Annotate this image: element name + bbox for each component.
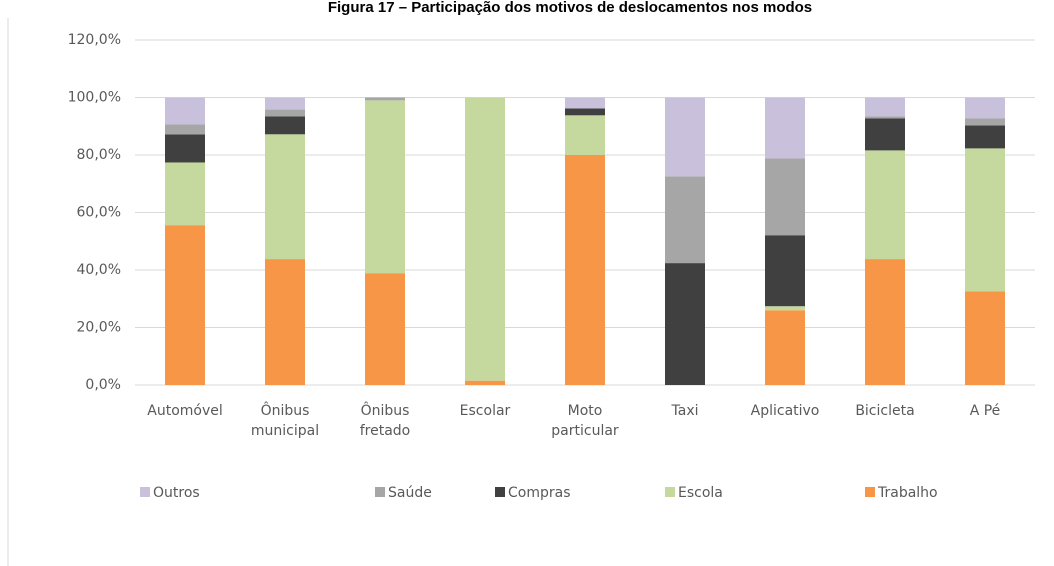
x-tick-label: Ônibus municipal	[250, 403, 320, 439]
bar-segment	[965, 291, 1005, 385]
bar-segment	[265, 97, 305, 110]
x-tick-label: Aplicativo	[750, 403, 820, 419]
legend-label: Outros	[153, 485, 200, 501]
bar-segment	[665, 97, 705, 177]
bar-segment	[265, 134, 305, 260]
bar-segment	[965, 118, 1005, 126]
y-tick-label: 80,0%	[77, 147, 121, 163]
bar-segment	[765, 310, 805, 385]
bar-segment	[965, 97, 1005, 119]
legend-label: Compras	[508, 485, 571, 501]
bar-segment	[665, 176, 705, 264]
legend-swatch	[375, 487, 385, 497]
bar-segment	[365, 97, 405, 101]
bar-segment	[365, 100, 405, 274]
bar-segment	[765, 97, 805, 159]
bar-segment	[265, 116, 305, 135]
bar-segment	[165, 162, 205, 226]
legend-label: Saúde	[388, 485, 432, 501]
legend-swatch	[865, 487, 875, 497]
legend-swatch	[140, 487, 150, 497]
bar-segment	[565, 108, 605, 116]
bar-segment	[865, 150, 905, 260]
x-tick-label: Escolar	[459, 403, 511, 419]
bar-segment	[165, 225, 205, 385]
bar-segment	[165, 134, 205, 163]
bar-segment	[565, 97, 605, 109]
y-tick-label: 40,0%	[77, 262, 121, 278]
x-tick-label: Ônibus fretado	[359, 403, 411, 439]
bar-segment	[765, 306, 805, 311]
chart-title: Figura 17 – Participação dos motivos de …	[328, 0, 812, 16]
y-tick-label: 120,0%	[68, 32, 121, 48]
bar-segment	[465, 97, 505, 381]
x-tick-label: Taxi	[671, 403, 699, 419]
y-tick-label: 60,0%	[77, 205, 121, 221]
bar-segment	[965, 125, 1005, 149]
legend-label: Escola	[678, 485, 723, 501]
bar-segment	[465, 380, 505, 385]
y-tick-label: 20,0%	[77, 320, 121, 336]
legend-swatch	[495, 487, 505, 497]
bar-segment	[865, 259, 905, 385]
bar-segment	[865, 118, 905, 151]
bar-segment	[865, 97, 905, 117]
x-tick-label: Moto particular	[551, 403, 619, 439]
bar-segment	[265, 109, 305, 117]
bar-segment	[265, 259, 305, 385]
bar-segment	[865, 116, 905, 119]
legend-swatch	[665, 487, 675, 497]
bar-segment	[165, 97, 205, 125]
x-tick-label: Bicicleta	[855, 403, 915, 419]
y-tick-label: 100,0%	[68, 90, 121, 106]
legend-label: Trabalho	[877, 485, 938, 501]
x-tick-label: Automóvel	[147, 403, 223, 419]
bar-segment	[765, 235, 805, 307]
y-tick-label: 0,0%	[85, 377, 121, 393]
bar-segment	[365, 273, 405, 385]
bar-segment	[565, 115, 605, 155]
bar-segment	[165, 124, 205, 135]
x-tick-label: A Pé	[969, 403, 1001, 419]
bar-segment	[565, 155, 605, 385]
bar-segment	[765, 158, 805, 236]
bar-segment	[665, 263, 705, 385]
bar-segment	[965, 148, 1005, 292]
